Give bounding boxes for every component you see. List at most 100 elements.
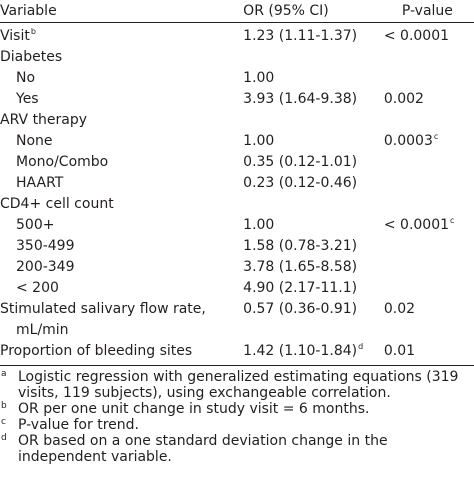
table-row: Diabetes <box>0 47 474 68</box>
cell-variable: Stimulated salivary flow rate, <box>0 299 235 320</box>
footnote: a Logistic regression with generalized es… <box>0 369 474 401</box>
cell-pvalue: 0.02 <box>376 299 474 320</box>
cell-variable: CD4+ cell count <box>0 194 235 215</box>
table-row: HAART 0.23 (0.12-0.46) <box>0 173 474 194</box>
cell-variable: None <box>0 131 235 152</box>
variable-label: Yes <box>16 91 39 107</box>
cell-or-ci: 1.23 (1.11-1.37) <box>235 23 376 48</box>
variable-label: CD4+ cell count <box>0 196 114 212</box>
variable-label: Proportion of bleeding sites <box>0 343 193 359</box>
or-value: 1.42 (1.10-1.84) <box>243 343 358 359</box>
variable-label: < 200 <box>16 280 59 296</box>
table-row: 500+ 1.00 < 0.0001c <box>0 215 474 236</box>
table-row: Mono/Combo 0.35 (0.12-1.01) <box>0 152 474 173</box>
table-footnotes: a Logistic regression with generalized es… <box>0 369 474 465</box>
cell-variable: 500+ <box>0 215 235 236</box>
cell-pvalue: < 0.0001c <box>376 215 474 236</box>
variable-label: mL/min <box>16 322 69 338</box>
cell-or-ci: 1.00 <box>235 215 376 236</box>
table-row: Proportion of bleeding sites 1.42 (1.10-1… <box>0 341 474 366</box>
table-row: mL/min <box>0 320 474 341</box>
cell-or-ci: 0.57 (0.36-0.91) <box>235 299 376 320</box>
cell-variable: Mono/Combo <box>0 152 235 173</box>
footnote-mark: c <box>433 132 439 141</box>
cell-or-ci: 1.42 (1.10-1.84)d <box>235 341 376 366</box>
or-value: 1.00 <box>243 133 275 149</box>
variable-label: ARV therapy <box>0 112 88 128</box>
cell-variable: No <box>0 68 235 89</box>
footnote-mark: d <box>358 342 364 351</box>
variable-label: Visit <box>0 28 30 44</box>
table-body: Visitb 1.23 (1.11-1.37) < 0.0001 Diabetes No… <box>0 23 474 366</box>
cell-variable: Yes <box>0 89 235 110</box>
odds-ratio-table: Variable OR (95% CI) P-value Visitb 1.23 … <box>0 0 474 366</box>
table-row: Stimulated salivary flow rate, 0.57 (0.36… <box>0 299 474 320</box>
variable-label: 500+ <box>16 217 55 233</box>
cell-or-ci: 3.78 (1.65-8.58) <box>235 257 376 278</box>
cell-or-ci <box>235 47 376 68</box>
variable-label: No <box>16 70 36 86</box>
footnote-text: OR based on a one standard deviation cha… <box>18 433 388 465</box>
table-row: < 200 4.90 (2.17-11.1) <box>0 278 474 299</box>
footnote-mark: c <box>450 216 455 225</box>
cell-or-ci <box>235 110 376 131</box>
cell-pvalue <box>376 68 474 89</box>
cell-or-ci: 1.58 (0.78-3.21) <box>235 236 376 257</box>
cell-variable: HAART <box>0 173 235 194</box>
variable-label: 200-349 <box>16 259 75 275</box>
pvalue-value: 0.02 <box>383 301 416 317</box>
cell-variable: Visitb <box>0 23 235 48</box>
footnote-mark: b <box>1 401 7 411</box>
footnote: d OR based on a one standard deviation ch… <box>0 433 474 465</box>
header-pvalue: P-value <box>375 0 474 23</box>
cell-or-ci: 0.35 (0.12-1.01) <box>235 152 376 173</box>
pvalue-value: < 0.0001 <box>383 28 450 44</box>
pvalue-value: < 0.0001 <box>383 217 450 233</box>
header-variable: Variable <box>0 0 236 23</box>
cell-pvalue <box>376 278 474 299</box>
cell-pvalue <box>376 47 474 68</box>
cell-pvalue <box>376 257 474 278</box>
or-value: 0.23 (0.12-0.46) <box>243 175 358 191</box>
or-value: 4.90 (2.17-11.1) <box>243 280 358 296</box>
cell-pvalue <box>376 236 474 257</box>
cell-pvalue: 0.01 <box>375 341 474 366</box>
cell-pvalue <box>376 173 474 194</box>
or-value: 1.00 <box>243 217 275 233</box>
variable-label: Diabetes <box>0 49 63 65</box>
footnote: b OR per one unit change in study visit =… <box>0 401 474 417</box>
table-row: None 1.00 0.0003c <box>0 131 474 152</box>
cell-or-ci <box>235 320 376 341</box>
variable-label: Mono/Combo <box>16 154 109 170</box>
table-row: 350-499 1.58 (0.78-3.21) <box>0 236 474 257</box>
or-value: 1.58 (0.78-3.21) <box>243 238 358 254</box>
cell-variable: < 200 <box>0 278 235 299</box>
cell-pvalue <box>376 110 474 131</box>
header-or-ci: OR (95% CI) <box>235 0 376 23</box>
footnote-text: Logistic regression with generalized est… <box>18 369 459 401</box>
or-value: 1.23 (1.11-1.37) <box>243 28 358 44</box>
pvalue-value: 0.01 <box>383 343 416 359</box>
footnote-mark: c <box>1 417 6 427</box>
footnote-text: P-value for trend. <box>18 417 139 433</box>
table-row: CD4+ cell count <box>0 194 474 215</box>
cell-variable: ARV therapy <box>0 110 235 131</box>
footnote-mark: a <box>1 369 7 379</box>
cell-variable: Proportion of bleeding sites <box>0 341 236 366</box>
cell-pvalue <box>376 194 474 215</box>
or-value: 0.35 (0.12-1.01) <box>243 154 358 170</box>
table-row: ARV therapy <box>0 110 474 131</box>
cell-or-ci: 0.23 (0.12-0.46) <box>235 173 376 194</box>
cell-pvalue <box>376 152 474 173</box>
cell-pvalue <box>376 320 474 341</box>
cell-pvalue: 0.002 <box>376 89 474 110</box>
or-value: 0.57 (0.36-0.91) <box>243 301 358 317</box>
variable-label: HAART <box>16 175 64 191</box>
cell-or-ci: 4.90 (2.17-11.1) <box>235 278 376 299</box>
cell-variable: mL/min <box>0 320 235 341</box>
pvalue-value: 0.002 <box>383 91 424 107</box>
cell-variable: Diabetes <box>0 47 235 68</box>
cell-variable: 350-499 <box>0 236 235 257</box>
variable-label: Stimulated salivary flow rate, <box>0 301 206 317</box>
cell-pvalue: < 0.0001 <box>376 23 474 48</box>
